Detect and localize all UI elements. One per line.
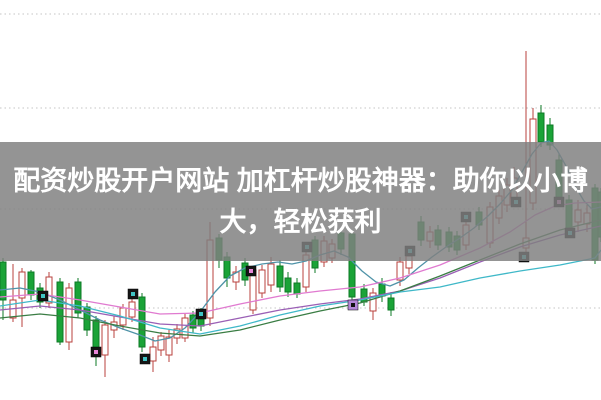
candle-body-up <box>101 324 109 356</box>
candle-body-down <box>92 319 100 349</box>
candle-body-down <box>0 261 7 301</box>
candle-body-up <box>232 271 240 283</box>
signal-marker-glyph <box>41 294 45 298</box>
candle-body-down <box>537 112 545 143</box>
promo-title-line1: 配资炒股开户网站 加杠杆炒股神器：助你以小博 <box>13 165 588 196</box>
signal-marker-glyph <box>199 312 203 316</box>
candle-body-up <box>267 263 275 286</box>
candle-body-up <box>18 271 26 299</box>
candle-body-down <box>293 282 301 295</box>
candle-body-up <box>149 346 157 362</box>
signal-marker-glyph <box>131 292 135 296</box>
candle-body-down <box>189 314 197 329</box>
candle-body-up <box>65 287 73 343</box>
candle-body-down <box>276 265 284 288</box>
signal-marker-glyph <box>351 303 355 307</box>
candle-body-down <box>27 271 35 296</box>
candle-body-down <box>74 281 82 314</box>
ma-slow-teal-line <box>0 249 601 335</box>
candle-body-up <box>396 261 404 281</box>
candle-body-up <box>45 276 53 304</box>
promo-title-line2: 大，轻松获利 <box>219 206 382 237</box>
promo-banner-overlay: 配资炒股开户网站 加杠杆炒股神器：助你以小博 大，轻松获利 <box>0 142 601 261</box>
candle-body-down <box>284 277 292 293</box>
candle-body-down <box>387 297 395 311</box>
signal-marker-glyph <box>143 357 147 361</box>
signal-marker-glyph <box>249 269 253 273</box>
signal-marker-glyph <box>94 350 98 354</box>
candle-body-up <box>157 335 165 351</box>
candle-body-up <box>258 269 266 294</box>
candle-body-up <box>165 336 173 356</box>
candle-body-up <box>369 292 377 312</box>
candle-body-down <box>56 281 64 343</box>
